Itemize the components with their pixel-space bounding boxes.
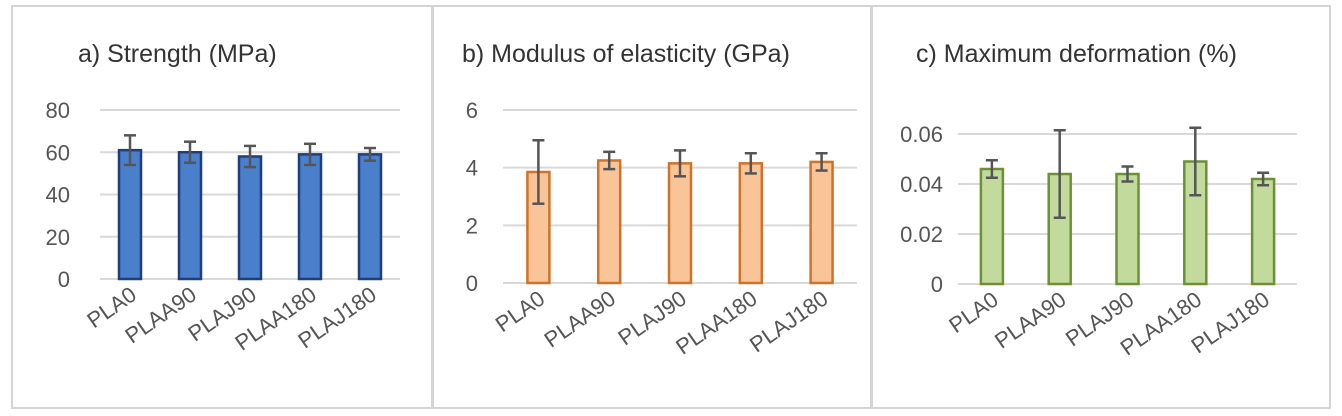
y-tick-label: 40 xyxy=(46,183,70,208)
error-bar xyxy=(985,159,998,179)
error-bar xyxy=(244,144,256,169)
y-tick-label: 0 xyxy=(931,272,943,297)
x-category-label: PLAA90 xyxy=(990,287,1070,354)
x-category-label: PLAJ180 xyxy=(1186,287,1273,359)
y-tick-label: 6 xyxy=(466,98,478,123)
y-tick-label: 0 xyxy=(58,267,70,292)
deformation-chart-panel: c) Maximum deformation (%) 0 0.02 0.04 0.06 P… xyxy=(871,5,1331,409)
bar-pla0 xyxy=(117,148,143,281)
error-bar xyxy=(1121,165,1134,183)
bar-plaj180 xyxy=(809,160,834,285)
error-bar xyxy=(603,150,616,171)
bar-pla0 xyxy=(979,167,1005,286)
strength-chart-panel: a) Strength (MPa)020406080PLA0PLAA90PLAJ… xyxy=(11,5,433,409)
chart-title: a) Strength (MPa) xyxy=(78,40,277,68)
bar-plaa180 xyxy=(738,162,764,285)
chart-title: c) Maximum deformation (%) xyxy=(916,40,1237,68)
error-bar xyxy=(124,134,136,167)
bar-plaj90 xyxy=(237,155,263,281)
error-bar xyxy=(815,152,828,172)
x-category-label: PLAA90 xyxy=(540,286,620,353)
y-tick-label: 0.06 xyxy=(900,122,943,147)
modulus-chart-panel: b) Modulus of elasticity (GPa)0246PLA0PL… xyxy=(432,5,872,409)
chart-title: b) Modulus of elasticity (GPa) xyxy=(462,40,790,68)
y-tick-label: 60 xyxy=(46,140,70,165)
y-tick-label: 2 xyxy=(466,213,478,238)
bar-plaa180 xyxy=(297,153,323,281)
bar-plaa90 xyxy=(177,151,203,281)
bar-plaj90 xyxy=(667,162,693,285)
bar-plaj90 xyxy=(1115,172,1140,286)
y-tick-label: 0.02 xyxy=(900,222,943,247)
error-bar xyxy=(1189,126,1202,197)
error-bar xyxy=(744,152,757,175)
y-tick-label: 0 xyxy=(466,271,478,296)
error-bar xyxy=(674,149,686,178)
y-tick-label: 4 xyxy=(466,156,478,181)
error-bar xyxy=(304,142,316,167)
y-tick-label: 80 xyxy=(46,98,70,123)
bar-plaj180 xyxy=(357,153,383,281)
panel-border xyxy=(871,5,1331,409)
error-bar xyxy=(184,140,196,165)
error-bar xyxy=(364,146,376,162)
y-tick-label: 20 xyxy=(46,225,70,250)
x-category-label: PLA0 xyxy=(491,286,549,337)
error-bar xyxy=(532,139,545,205)
x-category-label: PLAJ180 xyxy=(745,286,832,358)
x-category-label: PLAA180 xyxy=(671,286,761,360)
error-bar xyxy=(1257,171,1270,187)
bar-plaa90 xyxy=(596,159,622,285)
y-tick-label: 0.04 xyxy=(900,172,943,197)
bar-plaj180 xyxy=(1250,177,1276,286)
error-bar xyxy=(1053,129,1066,219)
